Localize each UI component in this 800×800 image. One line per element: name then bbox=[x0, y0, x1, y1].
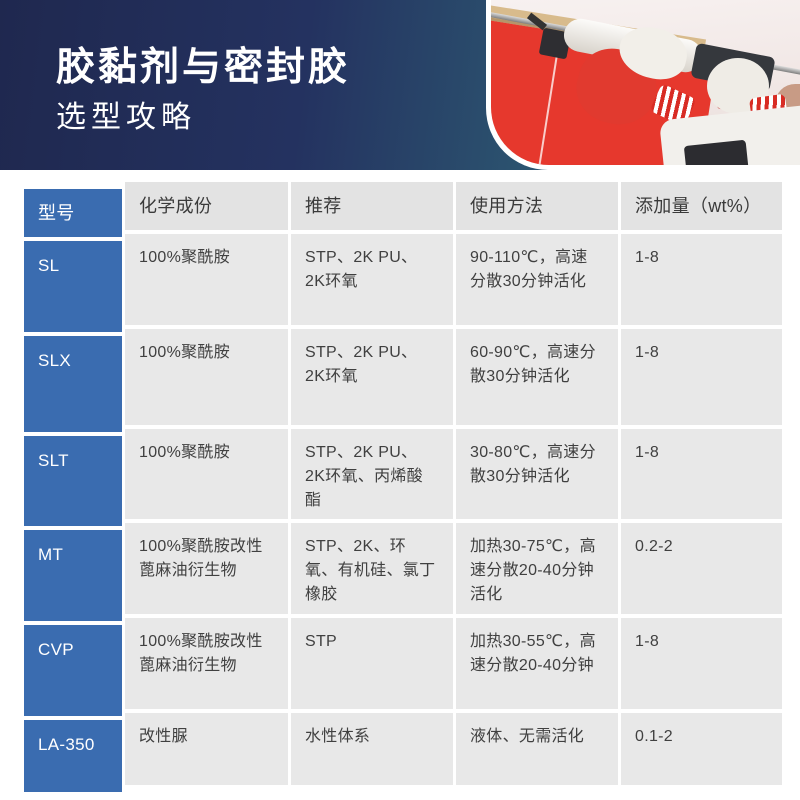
chemistry-cell: 100%聚酰胺改性蓖麻油衍生物 bbox=[125, 523, 288, 614]
table-row: LA-350 改性脲 水性体系 液体、无需活化 0.1-2 bbox=[24, 713, 782, 792]
table-row: MT 100%聚酰胺改性蓖麻油衍生物 STP、2K、环氧、有机硅、氯丁橡胶 加热… bbox=[24, 523, 782, 621]
usage-cell: 加热30-55℃，高速分散20-40分钟 bbox=[456, 618, 618, 709]
usage-cell: 液体、无需活化 bbox=[456, 713, 618, 785]
table-row: SLT 100%聚酰胺 STP、2K PU、2K环氧、丙烯酸酯 30-80℃，高… bbox=[24, 429, 782, 526]
dosage-cell: 1-8 bbox=[621, 234, 782, 325]
caulking-gun-photo bbox=[491, 0, 800, 165]
chemistry-cell: 100%聚酰胺 bbox=[125, 234, 288, 325]
photo-frame bbox=[486, 0, 800, 170]
usage-cell: 30-80℃，高速分散30分钟活化 bbox=[456, 429, 618, 519]
header-dosage: 添加量（wt%） bbox=[621, 182, 782, 230]
table-header-row: 型号 化学成份 推荐 使用方法 添加量（wt%） bbox=[24, 182, 782, 237]
header-usage: 使用方法 bbox=[456, 182, 618, 230]
dosage-cell: 1-8 bbox=[621, 618, 782, 709]
chemistry-cell: 100%聚酰胺 bbox=[125, 329, 288, 425]
chemistry-cell: 100%聚酰胺 bbox=[125, 429, 288, 519]
recommended-cell: 水性体系 bbox=[291, 713, 453, 785]
sleeve-patch-shape bbox=[683, 139, 749, 165]
recommended-cell: STP、2K PU、2K环氧 bbox=[291, 329, 453, 425]
recommended-cell: STP、2K PU、2K环氧、丙烯酸酯 bbox=[291, 429, 453, 519]
table-row: CVP 100%聚酰胺改性蓖麻油衍生物 STP 加热30-55℃，高速分散20-… bbox=[24, 618, 782, 716]
dosage-cell: 0.2-2 bbox=[621, 523, 782, 614]
model-cell: SLT bbox=[24, 436, 122, 526]
page-subtitle: 选型攻略 bbox=[56, 101, 196, 134]
recommended-cell: STP bbox=[291, 618, 453, 709]
table-row: SLX 100%聚酰胺 STP、2K PU、2K环氧 60-90℃，高速分散30… bbox=[24, 329, 782, 432]
dosage-cell: 1-8 bbox=[621, 329, 782, 425]
recommended-cell: STP、2K、环氧、有机硅、氯丁橡胶 bbox=[291, 523, 453, 614]
model-cell: MT bbox=[24, 530, 122, 621]
table-row: SL 100%聚酰胺 STP、2K PU、2K环氧 90-110℃，高速分散30… bbox=[24, 234, 782, 332]
model-cell: CVP bbox=[24, 625, 122, 716]
selection-table: 型号 化学成份 推荐 使用方法 添加量（wt%） SL 100%聚酰胺 STP、… bbox=[24, 182, 782, 792]
dosage-cell: 0.1-2 bbox=[621, 713, 782, 785]
header-model: 型号 bbox=[24, 189, 122, 237]
model-cell: LA-350 bbox=[24, 720, 122, 792]
header-chemistry: 化学成份 bbox=[125, 182, 288, 230]
page-title: 胶黏剂与密封胶 bbox=[56, 46, 351, 89]
chemistry-cell: 改性脲 bbox=[125, 713, 288, 785]
usage-cell: 60-90℃，高速分散30分钟活化 bbox=[456, 329, 618, 425]
chemistry-cell: 100%聚酰胺改性蓖麻油衍生物 bbox=[125, 618, 288, 709]
recommended-cell: STP、2K PU、2K环氧 bbox=[291, 234, 453, 325]
usage-cell: 加热30-75℃，高速分散20-40分钟活化 bbox=[456, 523, 618, 614]
header-recommended: 推荐 bbox=[291, 182, 453, 230]
dosage-cell: 1-8 bbox=[621, 429, 782, 519]
model-cell: SLX bbox=[24, 336, 122, 432]
model-cell: SL bbox=[24, 241, 122, 332]
usage-cell: 90-110℃，高速分散30分钟活化 bbox=[456, 234, 618, 325]
